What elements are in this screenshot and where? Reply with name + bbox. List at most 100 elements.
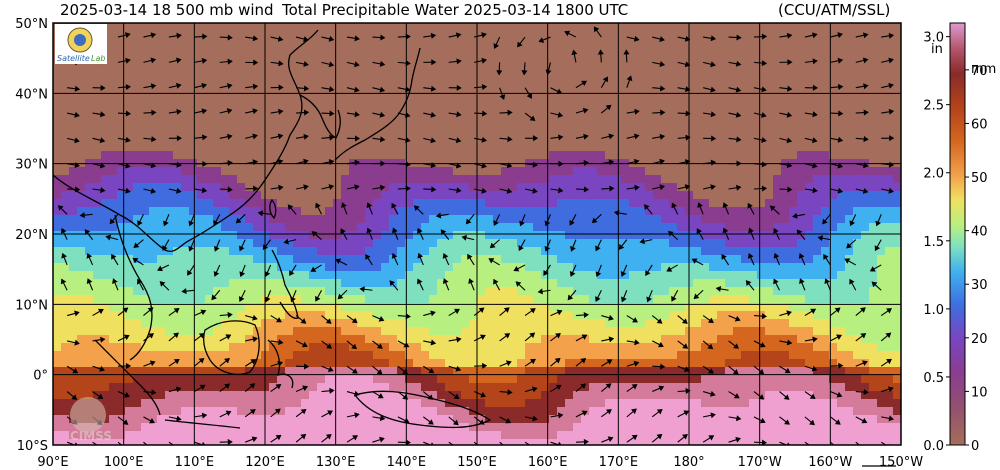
tpw-cell bbox=[189, 231, 197, 239]
tpw-cell bbox=[725, 183, 733, 191]
tpw-cell bbox=[61, 351, 69, 359]
tpw-cell bbox=[101, 215, 109, 223]
tpw-cell bbox=[485, 319, 493, 327]
tpw-cell bbox=[541, 71, 549, 79]
tpw-cell bbox=[653, 367, 661, 375]
tpw-cell bbox=[349, 287, 357, 295]
tpw-cell bbox=[397, 367, 405, 375]
tpw-cell bbox=[85, 343, 93, 351]
tpw-cell bbox=[341, 175, 349, 183]
tpw-cell bbox=[165, 255, 173, 263]
tpw-cell bbox=[437, 119, 445, 127]
tpw-cell bbox=[637, 311, 645, 319]
tpw-cell bbox=[613, 95, 621, 103]
tpw-cell bbox=[373, 303, 381, 311]
tpw-cell bbox=[205, 167, 213, 175]
tpw-cell bbox=[653, 23, 661, 31]
tpw-cell bbox=[701, 39, 709, 47]
tpw-cell bbox=[869, 23, 877, 31]
tpw-cell bbox=[669, 207, 677, 215]
tpw-cell bbox=[661, 71, 669, 79]
tpw-cell bbox=[805, 367, 813, 375]
tpw-cell bbox=[853, 223, 861, 231]
tpw-cell bbox=[421, 295, 429, 303]
tpw-cell bbox=[645, 247, 653, 255]
tpw-cell bbox=[333, 199, 341, 207]
tpw-cell bbox=[285, 111, 293, 119]
tpw-cell bbox=[605, 71, 613, 79]
tpw-cell bbox=[245, 47, 253, 55]
tpw-cell bbox=[269, 31, 277, 39]
tpw-cell bbox=[197, 359, 205, 367]
tpw-cell bbox=[677, 247, 685, 255]
tpw-cell bbox=[549, 159, 557, 167]
tpw-cell bbox=[653, 191, 661, 199]
tpw-cell bbox=[837, 383, 845, 391]
tpw-cell bbox=[789, 255, 797, 263]
tpw-cell bbox=[453, 343, 461, 351]
tpw-cell bbox=[141, 103, 149, 111]
tpw-cell bbox=[125, 151, 133, 159]
tpw-cell bbox=[413, 287, 421, 295]
tpw-cell bbox=[221, 327, 229, 335]
tpw-cell bbox=[301, 343, 309, 351]
tpw-cell bbox=[53, 119, 61, 127]
tpw-cell bbox=[805, 375, 813, 383]
tpw-cell bbox=[805, 319, 813, 327]
tpw-cell bbox=[861, 247, 869, 255]
tpw-cell bbox=[317, 231, 325, 239]
tpw-cell bbox=[389, 271, 397, 279]
tpw-cell bbox=[853, 159, 861, 167]
tpw-cell bbox=[189, 79, 197, 87]
tpw-cell bbox=[397, 127, 405, 135]
tpw-cell bbox=[61, 215, 69, 223]
tpw-cell bbox=[853, 367, 861, 375]
tpw-cell bbox=[405, 135, 413, 143]
tpw-cell bbox=[253, 351, 261, 359]
tpw-cell bbox=[293, 55, 301, 63]
tpw-cell bbox=[821, 143, 829, 151]
tpw-cell bbox=[781, 303, 789, 311]
tpw-cell bbox=[181, 95, 189, 103]
tpw-cell bbox=[517, 335, 525, 343]
tpw-cell bbox=[133, 335, 141, 343]
tpw-cell bbox=[805, 255, 813, 263]
tpw-cell bbox=[293, 71, 301, 79]
tpw-cell bbox=[765, 367, 773, 375]
tpw-cell bbox=[485, 95, 493, 103]
tpw-cell bbox=[709, 303, 717, 311]
tpw-cell bbox=[373, 159, 381, 167]
tpw-cell bbox=[373, 239, 381, 247]
tpw-cell bbox=[237, 103, 245, 111]
tpw-cell bbox=[165, 359, 173, 367]
tpw-cell bbox=[173, 127, 181, 135]
tpw-cell bbox=[749, 31, 757, 39]
tpw-cell bbox=[93, 327, 101, 335]
tpw-cell bbox=[245, 231, 253, 239]
tpw-cell bbox=[333, 47, 341, 55]
tpw-cell bbox=[493, 391, 501, 399]
tpw-cell bbox=[117, 271, 125, 279]
tpw-cell bbox=[61, 63, 69, 71]
tpw-cell bbox=[725, 359, 733, 367]
tpw-cell bbox=[629, 327, 637, 335]
tpw-cell bbox=[621, 23, 629, 31]
tpw-cell bbox=[893, 247, 901, 255]
tpw-cell bbox=[829, 63, 837, 71]
tpw-cell bbox=[501, 103, 509, 111]
tpw-cell bbox=[629, 87, 637, 95]
tpw-cell bbox=[429, 383, 437, 391]
tpw-cell bbox=[117, 31, 125, 39]
tpw-cell bbox=[285, 159, 293, 167]
tpw-cell bbox=[117, 103, 125, 111]
tpw-cell bbox=[429, 263, 437, 271]
tpw-cell bbox=[741, 151, 749, 159]
tpw-cell bbox=[173, 295, 181, 303]
tpw-cell bbox=[573, 383, 581, 391]
tpw-cell bbox=[661, 63, 669, 71]
tpw-cell bbox=[109, 351, 117, 359]
tpw-cell bbox=[597, 343, 605, 351]
tpw-cell bbox=[293, 87, 301, 95]
tpw-cell bbox=[309, 95, 317, 103]
tpw-cell bbox=[877, 95, 885, 103]
